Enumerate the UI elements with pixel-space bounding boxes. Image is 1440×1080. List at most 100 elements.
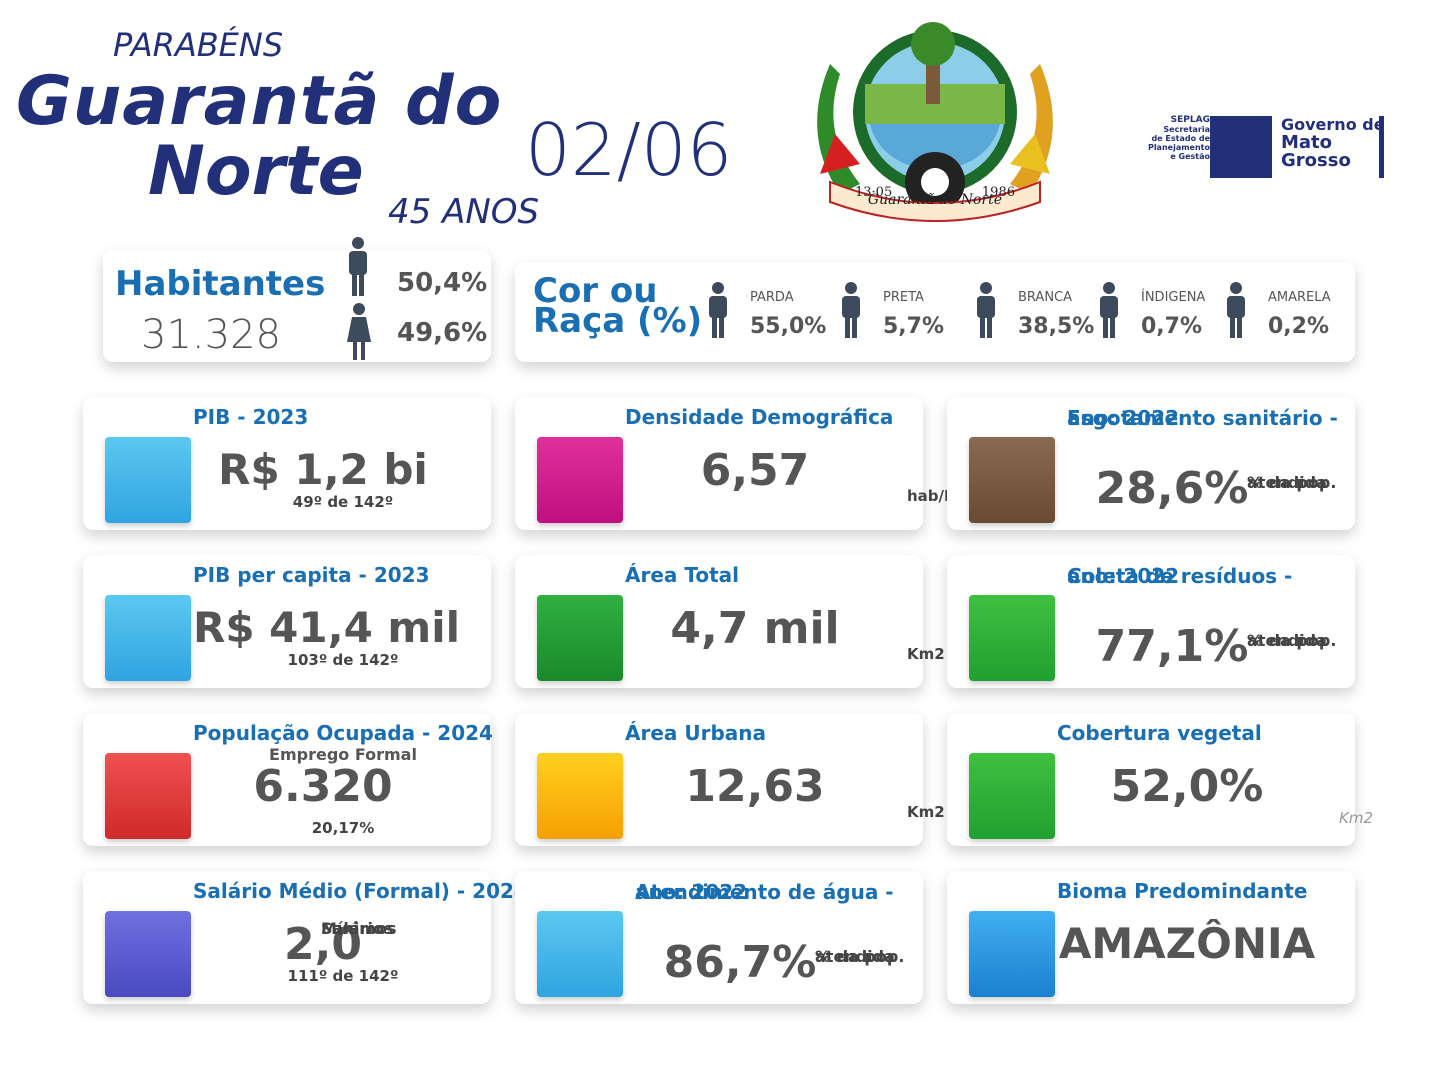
emblem: 13·05 Guarantã do Norte 1986 xyxy=(817,22,1053,222)
card-rank: 49º de 142º xyxy=(292,493,394,511)
card-icon xyxy=(105,437,191,523)
card-value: 12,63 xyxy=(685,761,825,812)
card-title-line: Esgotamento sanitário - xyxy=(1067,406,1338,430)
gov-line: Governo de xyxy=(1281,115,1385,134)
stat-card: Bioma Predomindante AMAZÔNIA xyxy=(947,871,1355,1004)
card-rank: 111º de 142º xyxy=(287,967,399,985)
person-icon xyxy=(1227,282,1245,338)
government-name: Governo de Mato Grosso xyxy=(1281,116,1385,170)
card-title-line: Cobertura vegetal xyxy=(1057,721,1262,745)
card-unit-line: atendida xyxy=(1247,631,1327,650)
card-icon xyxy=(105,753,191,839)
card-unit-line: % da pop. xyxy=(1247,631,1337,650)
person-icon xyxy=(1100,282,1118,338)
race-box: Cor ou Raça (%) PARDA 55,0% PRETA 5,7% BRANC… xyxy=(515,262,1355,362)
card-value: R$ 41,4 mil xyxy=(193,603,460,652)
race-title-line: Raça (%) xyxy=(533,301,703,341)
emblem-text: 13·05 xyxy=(855,185,892,200)
card-rank: 103º de 142º xyxy=(287,651,399,669)
agency-line: Secretaria xyxy=(1163,125,1210,134)
card-value: 77,1% xyxy=(1095,621,1249,672)
card-icon xyxy=(969,595,1055,681)
card-unit-line: Mínimos xyxy=(321,919,397,938)
city-name: Guarantã do xyxy=(16,62,503,141)
card-unit-line: % da pop. xyxy=(1247,473,1337,492)
card-subtitle: Emprego Formal xyxy=(269,745,417,764)
card-title-line: ano: 2022 xyxy=(1067,406,1180,430)
card-icon xyxy=(105,911,191,997)
person-icon xyxy=(977,282,995,338)
card-unit-line: atendida xyxy=(1247,473,1327,492)
date: 02/06 xyxy=(525,108,733,192)
male-share: 50,4% xyxy=(397,268,488,298)
divider xyxy=(1379,116,1384,178)
card-value: 28,6% xyxy=(1095,463,1249,514)
stat-card: Coleta de resíduos - ano: 2022 77,1%% da p… xyxy=(947,555,1355,688)
race-label: PARDA xyxy=(750,290,794,305)
card-icon xyxy=(537,911,623,997)
person-icon xyxy=(709,282,727,338)
card-icon xyxy=(969,753,1055,839)
stat-card: Cobertura vegetal 52,0% Km2 xyxy=(947,713,1373,846)
card-value: AMAZÔNIA xyxy=(1058,919,1316,968)
greeting: PARABÉNS xyxy=(113,26,284,64)
agency-line: Planejamento xyxy=(1147,143,1210,152)
card-title-line: PIB per capita - 2023 xyxy=(193,563,430,587)
emblem-text: Guarantã do Norte xyxy=(868,192,1002,208)
anniversary: 45 ANOS xyxy=(388,192,540,232)
stat-card: Densidade Demográfica 6,57 hab/Km2 xyxy=(515,397,982,530)
stat-card: Atendimento de água - ano: 2022 86,7%% da … xyxy=(515,871,923,1004)
race-label: BRANCA xyxy=(1018,290,1073,305)
race-title-line: Cor ou xyxy=(533,271,658,311)
stat-card: População Ocupada - 2024 Emprego Formal 6.… xyxy=(83,713,493,846)
card-icon xyxy=(537,437,623,523)
card-unit-line: Km2 xyxy=(907,803,945,821)
card-title-line: PIB - 2023 xyxy=(193,405,309,429)
emblem-text: 1986 xyxy=(982,185,1015,200)
agency: SEPLAG xyxy=(1170,115,1210,125)
card-value: 2,0 xyxy=(284,919,362,970)
gov-line: Grosso xyxy=(1281,150,1351,171)
card-value: 52,0% xyxy=(1110,761,1264,812)
card-unit-line: Km2 xyxy=(1339,809,1373,827)
person-icon xyxy=(842,282,860,338)
stat-card: Salário Médio (Formal) - 2024 2,0 111º de … xyxy=(83,871,528,1004)
population-label: Habitantes xyxy=(115,264,326,304)
population-value: 31.328 xyxy=(141,312,281,358)
card-title-line: ano: 2022 xyxy=(635,880,748,904)
card-icon xyxy=(537,595,623,681)
race-label: ÍNDIGENA xyxy=(1141,290,1206,305)
card-title-line: Densidade Demográfica xyxy=(625,405,894,429)
stat-card: Área Total 4,7 mil Km2 xyxy=(515,555,945,688)
race-value: 5,7% xyxy=(883,314,945,339)
race-value: 38,5% xyxy=(1018,314,1095,339)
stat-card: PIB - 2023 R$ 1,2 bi 49º de 142º xyxy=(83,397,491,530)
male-icon xyxy=(349,237,367,296)
card-unit-line: Km2 xyxy=(907,645,945,663)
stat-card: Área Urbana 12,63 Km2 xyxy=(515,713,945,846)
race-value: 55,0% xyxy=(750,314,827,339)
card-title-line: Coleta de resíduos - xyxy=(1067,564,1293,588)
female-icon xyxy=(347,303,371,360)
card-icon xyxy=(537,753,623,839)
race-value: 0,7% xyxy=(1141,314,1203,339)
race-label: AMARELA xyxy=(1268,290,1331,305)
card-title-line: População Ocupada - 2024 xyxy=(193,721,493,745)
agency-line: de Estado de xyxy=(1151,134,1210,143)
card-title-line: Área Total xyxy=(625,563,740,587)
card-rank: 20,17% xyxy=(311,819,375,837)
card-icon xyxy=(969,437,1055,523)
state-crest xyxy=(1210,116,1272,178)
card-title-line: Atendimento de água - xyxy=(635,880,894,904)
card-unit-line: Salários xyxy=(321,919,394,938)
population-box: Habitantes 31.328 50,4% 49,6% xyxy=(103,237,491,362)
card-title-line: Área Urbana xyxy=(625,721,767,745)
card-title-line: Bioma Predomindante xyxy=(1057,879,1308,903)
card-unit-line: atendida xyxy=(815,947,895,966)
stat-card: PIB per capita - 2023 R$ 41,4 mil 103º de … xyxy=(83,555,491,688)
card-icon xyxy=(969,911,1055,997)
gov-line: Mato xyxy=(1281,132,1333,153)
female-share: 49,6% xyxy=(397,318,488,348)
card-title-line: ano: 2022 xyxy=(1067,564,1180,588)
race-title: Cor ou Raça (%) xyxy=(533,271,703,341)
